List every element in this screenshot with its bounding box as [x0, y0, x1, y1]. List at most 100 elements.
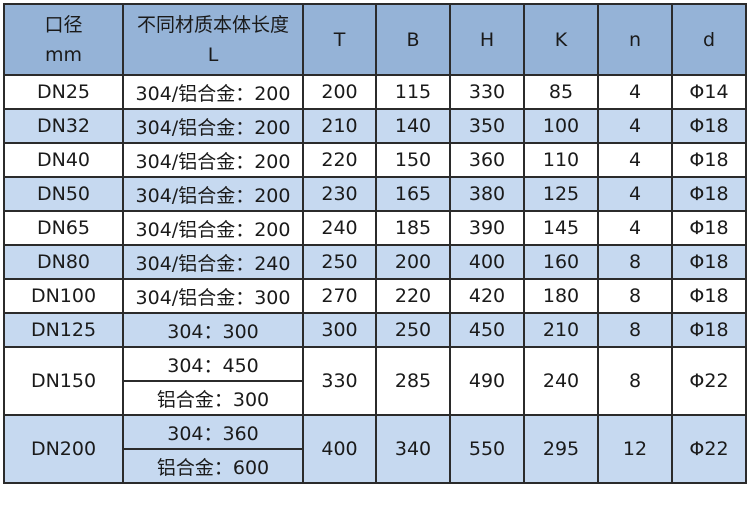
cell-length: 304：360 — [122, 414, 304, 450]
table-row: DN65 304/铝合金：200 240 185 390 145 4 Φ18 — [3, 210, 747, 246]
cell-H: 490 — [449, 346, 525, 416]
cell-size: DN125 — [3, 312, 124, 348]
header-d: d — [671, 3, 747, 76]
cell-size: DN65 — [3, 210, 124, 246]
table-row: DN150 304：450 330 285 490 240 8 Φ22 — [3, 346, 747, 416]
cell-B: 140 — [375, 108, 451, 144]
cell-length: 304/铝合金：200 — [122, 176, 304, 212]
cell-d: Φ18 — [671, 244, 747, 280]
cell-d: Φ18 — [671, 108, 747, 144]
cell-size: DN100 — [3, 278, 124, 314]
cell-K: 85 — [523, 74, 599, 110]
cell-n: 8 — [597, 278, 673, 314]
cell-T: 330 — [302, 346, 377, 416]
table-row: DN200 304：360 400 340 550 295 12 Φ22 — [3, 414, 747, 484]
table-row: DN50 304/铝合金：200 230 165 380 125 4 Φ18 — [3, 176, 747, 212]
header-H: H — [449, 3, 525, 76]
cell-H: 420 — [449, 278, 525, 314]
cell-length: 304/铝合金：200 — [122, 108, 304, 144]
dimension-table: 口径 mm 不同材质本体长度 L T B H K n d DN25 304/铝合金：2… — [3, 3, 747, 484]
cell-n: 8 — [597, 244, 673, 280]
table-row: DN80 304/铝合金：240 250 200 400 160 8 Φ18 — [3, 244, 747, 280]
cell-size: DN200 — [3, 414, 124, 484]
cell-T: 210 — [302, 108, 377, 144]
cell-T: 200 — [302, 74, 377, 110]
cell-K: 125 — [523, 176, 599, 212]
cell-B: 220 — [375, 278, 451, 314]
cell-B: 115 — [375, 74, 451, 110]
cell-d: Φ18 — [671, 176, 747, 212]
cell-H: 550 — [449, 414, 525, 484]
cell-H: 400 — [449, 244, 525, 280]
cell-B: 165 — [375, 176, 451, 212]
cell-H: 330 — [449, 74, 525, 110]
cell-length: 304/铝合金：240 — [122, 244, 304, 280]
header-n: n — [597, 3, 673, 76]
header-row: 口径 mm 不同材质本体长度 L T B H K n d — [3, 3, 747, 76]
cell-T: 300 — [302, 312, 377, 348]
cell-d: Φ18 — [671, 278, 747, 314]
header-B: B — [375, 3, 451, 76]
cell-d: Φ22 — [671, 346, 747, 416]
cell-d: Φ18 — [671, 312, 747, 348]
cell-n: 8 — [597, 312, 673, 348]
table-row: DN25 304/铝合金：200 200 115 330 85 4 Φ14 — [3, 74, 747, 110]
header-T: T — [302, 3, 377, 76]
header-size-label: 口径 — [44, 13, 83, 36]
cell-size: DN150 — [3, 346, 124, 416]
cell-n: 8 — [597, 346, 673, 416]
cell-H: 350 — [449, 108, 525, 144]
cell-length-alloy: 铝合金：300 — [122, 380, 304, 416]
header-K: K — [523, 3, 599, 76]
cell-length-alloy: 铝合金：600 — [122, 448, 304, 484]
table-row: DN100 304/铝合金：300 270 220 420 180 8 Φ18 — [3, 278, 747, 314]
cell-T: 230 — [302, 176, 377, 212]
cell-K: 210 — [523, 312, 599, 348]
cell-K: 295 — [523, 414, 599, 484]
table-row: DN32 304/铝合金：200 210 140 350 100 4 Φ18 — [3, 108, 747, 144]
cell-T: 270 — [302, 278, 377, 314]
header-length-symbol: L — [207, 43, 219, 66]
table-row: DN125 304：300 300 250 450 210 8 Φ18 — [3, 312, 747, 348]
cell-size: DN80 — [3, 244, 124, 280]
cell-n: 4 — [597, 176, 673, 212]
cell-T: 220 — [302, 142, 377, 178]
table-subrow: 铝合金：300 — [4, 380, 746, 416]
cell-T: 250 — [302, 244, 377, 280]
cell-H: 360 — [449, 142, 525, 178]
cell-d: Φ18 — [671, 210, 747, 246]
cell-K: 145 — [523, 210, 599, 246]
table-row: DN40 304/铝合金：200 220 150 360 110 4 Φ18 — [3, 142, 747, 178]
cell-length: 304/铝合金：300 — [122, 278, 304, 314]
cell-length: 304/铝合金：200 — [122, 142, 304, 178]
cell-K: 110 — [523, 142, 599, 178]
cell-n: 4 — [597, 108, 673, 144]
cell-K: 240 — [523, 346, 599, 416]
cell-length: 304/铝合金：200 — [122, 210, 304, 246]
header-length-label: 不同材质本体长度 — [136, 13, 289, 36]
cell-size: DN25 — [3, 74, 124, 110]
cell-length: 304/铝合金：200 — [122, 74, 304, 110]
cell-size: DN50 — [3, 176, 124, 212]
cell-size: DN40 — [3, 142, 124, 178]
cell-n: 4 — [597, 142, 673, 178]
cell-B: 200 — [375, 244, 451, 280]
cell-d: Φ22 — [671, 414, 747, 484]
cell-K: 160 — [523, 244, 599, 280]
header-size-unit: mm — [44, 43, 83, 66]
header-length: 不同材质本体长度 L — [122, 3, 304, 76]
header-size: 口径 mm — [3, 3, 124, 76]
cell-d: Φ14 — [671, 74, 747, 110]
cell-d: Φ18 — [671, 142, 747, 178]
cell-n: 4 — [597, 210, 673, 246]
cell-B: 250 — [375, 312, 451, 348]
cell-n: 12 — [597, 414, 673, 484]
table-subrow: 铝合金：600 — [4, 448, 746, 484]
cell-length: 304：450 — [122, 346, 304, 382]
cell-B: 185 — [375, 210, 451, 246]
cell-T: 400 — [302, 414, 377, 484]
cell-H: 380 — [449, 176, 525, 212]
cell-H: 450 — [449, 312, 525, 348]
cell-B: 150 — [375, 142, 451, 178]
cell-B: 285 — [375, 346, 451, 416]
